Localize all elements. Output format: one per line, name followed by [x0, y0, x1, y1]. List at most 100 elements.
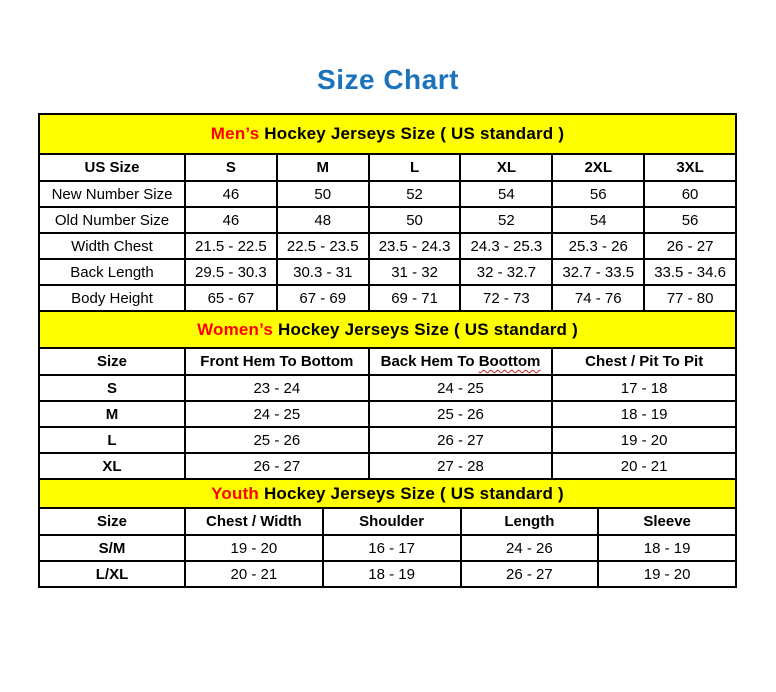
mens-row-widthchest: Width Chest 21.5 - 22.5 22.5 - 23.5 23.5 - …	[38, 232, 737, 260]
mens-value-cell: 52	[459, 206, 554, 234]
youth-value-cell: 24 - 26	[459, 534, 600, 562]
youth-section-title: Youth Hockey Jerseys Size ( US standard …	[38, 478, 737, 509]
womens-row-label: XL	[38, 452, 186, 480]
youth-column-header-0: Size	[38, 507, 186, 536]
mens-value-cell: 74 - 76	[551, 284, 646, 312]
mens-value-cell: 26 - 27	[643, 232, 737, 260]
womens-column-header-2: Back Hem To Boottom	[367, 347, 554, 376]
mens-value-cell: 30.3 - 31	[275, 258, 370, 286]
womens-row-l: L 25 - 26 26 - 27 19 - 20	[38, 426, 737, 454]
mens-section-title-accent: Men’s	[210, 124, 260, 143]
mens-value-cell: 31 - 32	[367, 258, 462, 286]
mens-value-cell: 21.5 - 22.5	[184, 232, 278, 260]
youth-value-cell: 26 - 27	[459, 560, 600, 588]
mens-value-cell: 54	[551, 206, 646, 234]
mens-value-cell: 52	[367, 180, 462, 208]
womens-column-header-3: Chest / Pit To Pit	[551, 347, 737, 376]
mens-row-label: Body Height	[38, 284, 186, 312]
womens-value-cell: 27 - 28	[367, 452, 554, 480]
womens-section-title-text: Hockey Jerseys Size ( US standard )	[273, 319, 578, 339]
mens-value-cell: 46	[184, 180, 278, 208]
mens-value-cell: 54	[459, 180, 554, 208]
mens-section-row: Men’s Hockey Jerseys Size ( US standard …	[38, 113, 737, 155]
youth-value-cell: 19 - 20	[597, 560, 737, 588]
mens-row-label: Width Chest	[38, 232, 186, 260]
womens-row-m: M 24 - 25 25 - 26 18 - 19	[38, 400, 737, 428]
youth-column-header-3: Length	[459, 507, 600, 536]
womens-columns-row: Size Front Hem To Bottom Back Hem To Boott…	[38, 347, 737, 376]
mens-value-cell: 65 - 67	[184, 284, 278, 312]
youth-value-cell: 20 - 21	[184, 560, 324, 588]
womens-section-row: Women’s Hockey Jerseys Size ( US standar…	[38, 310, 737, 349]
womens-row-s: S 23 - 24 24 - 25 17 - 18	[38, 374, 737, 402]
size-tables: Men’s Hockey Jerseys Size ( US standard …	[38, 113, 737, 588]
mens-section-title-text: Hockey Jerseys Size ( US standard )	[259, 124, 565, 143]
womens-value-cell: 18 - 19	[551, 400, 737, 428]
youth-value-cell: 18 - 19	[597, 534, 737, 562]
page-title: Size Chart	[317, 64, 459, 95]
mens-value-cell: 24.3 - 25.3	[459, 232, 554, 260]
mens-row-label: Back Length	[38, 258, 186, 286]
youth-row-label: L/XL	[38, 560, 186, 588]
womens-row-xl: XL 26 - 27 27 - 28 20 - 21	[38, 452, 737, 480]
womens-size-table: Women’s Hockey Jerseys Size ( US standar…	[38, 310, 737, 480]
mens-value-cell: 32 - 32.7	[459, 258, 554, 286]
mens-value-cell: 56	[643, 206, 737, 234]
mens-row-oldnumbersize: Old Number Size 46 48 50 52 54 56	[38, 206, 737, 234]
mens-section-title: Men’s Hockey Jerseys Size ( US standard …	[38, 113, 737, 155]
mens-size-table: Men’s Hockey Jerseys Size ( US standard …	[38, 113, 737, 312]
mens-column-header-2: M	[275, 153, 370, 182]
womens-value-cell: 19 - 20	[551, 426, 737, 454]
mens-value-cell: 33.5 - 34.6	[643, 258, 737, 286]
mens-value-cell: 25.3 - 26	[551, 232, 646, 260]
mens-value-cell: 56	[551, 180, 646, 208]
mens-value-cell: 77 - 80	[643, 284, 737, 312]
mens-value-cell: 22.5 - 23.5	[275, 232, 370, 260]
mens-column-header-0: US Size	[38, 153, 186, 182]
youth-row-label: S/M	[38, 534, 186, 562]
mens-columns-row: US Size S M L XL 2XL 3XL	[38, 153, 737, 182]
mens-column-header-3: L	[367, 153, 462, 182]
youth-value-cell: 19 - 20	[184, 534, 324, 562]
womens-section-title: Women’s Hockey Jerseys Size ( US standar…	[38, 310, 737, 349]
womens-value-cell: 24 - 25	[367, 374, 554, 402]
mens-column-header-1: S	[184, 153, 278, 182]
youth-size-table: Youth Hockey Jerseys Size ( US standard …	[38, 478, 737, 588]
mens-value-cell: 29.5 - 30.3	[184, 258, 278, 286]
mens-row-newnumbersize: New Number Size 46 50 52 54 56 60	[38, 180, 737, 208]
mens-row-label: New Number Size	[38, 180, 186, 208]
mens-column-header-6: 3XL	[643, 153, 737, 182]
womens-value-cell: 23 - 24	[184, 374, 370, 402]
youth-section-title-text: Hockey Jerseys Size ( US standard )	[259, 483, 564, 503]
womens-value-cell: 26 - 27	[184, 452, 370, 480]
youth-section-title-accent: Youth	[211, 483, 260, 503]
mens-value-cell: 50	[275, 180, 370, 208]
mens-value-cell: 32.7 - 33.5	[551, 258, 646, 286]
womens-value-cell: 25 - 26	[184, 426, 370, 454]
youth-column-header-2: Shoulder	[321, 507, 462, 536]
mens-value-cell: 46	[184, 206, 278, 234]
youth-value-cell: 16 - 17	[321, 534, 462, 562]
mens-value-cell: 67 - 69	[275, 284, 370, 312]
womens-row-label: M	[38, 400, 186, 428]
mens-row-bodyheight: Body Height 65 - 67 67 - 69 69 - 71 72 - 73 7…	[38, 284, 737, 312]
womens-value-cell: 17 - 18	[551, 374, 737, 402]
youth-row-lxl: L/XL 20 - 21 18 - 19 26 - 27 19 - 20	[38, 560, 737, 588]
youth-row-sm: S/M 19 - 20 16 - 17 24 - 26 18 - 19	[38, 534, 737, 562]
mens-row-label: Old Number Size	[38, 206, 186, 234]
womens-section-title-accent: Women’s	[197, 319, 274, 339]
mens-row-backlength: Back Length 29.5 - 30.3 30.3 - 31 31 - 32 32…	[38, 258, 737, 286]
mens-value-cell: 69 - 71	[367, 284, 462, 312]
mens-column-header-5: 2XL	[551, 153, 646, 182]
womens-value-cell: 26 - 27	[367, 426, 554, 454]
womens-row-label: S	[38, 374, 186, 402]
mens-value-cell: 48	[275, 206, 370, 234]
mens-column-header-4: XL	[459, 153, 554, 182]
womens-value-cell: 25 - 26	[367, 400, 554, 428]
womens-value-cell: 24 - 25	[184, 400, 370, 428]
mens-value-cell: 50	[367, 206, 462, 234]
mens-value-cell: 72 - 73	[459, 284, 554, 312]
misspelled-word: Boottom	[478, 353, 541, 370]
youth-value-cell: 18 - 19	[321, 560, 462, 588]
